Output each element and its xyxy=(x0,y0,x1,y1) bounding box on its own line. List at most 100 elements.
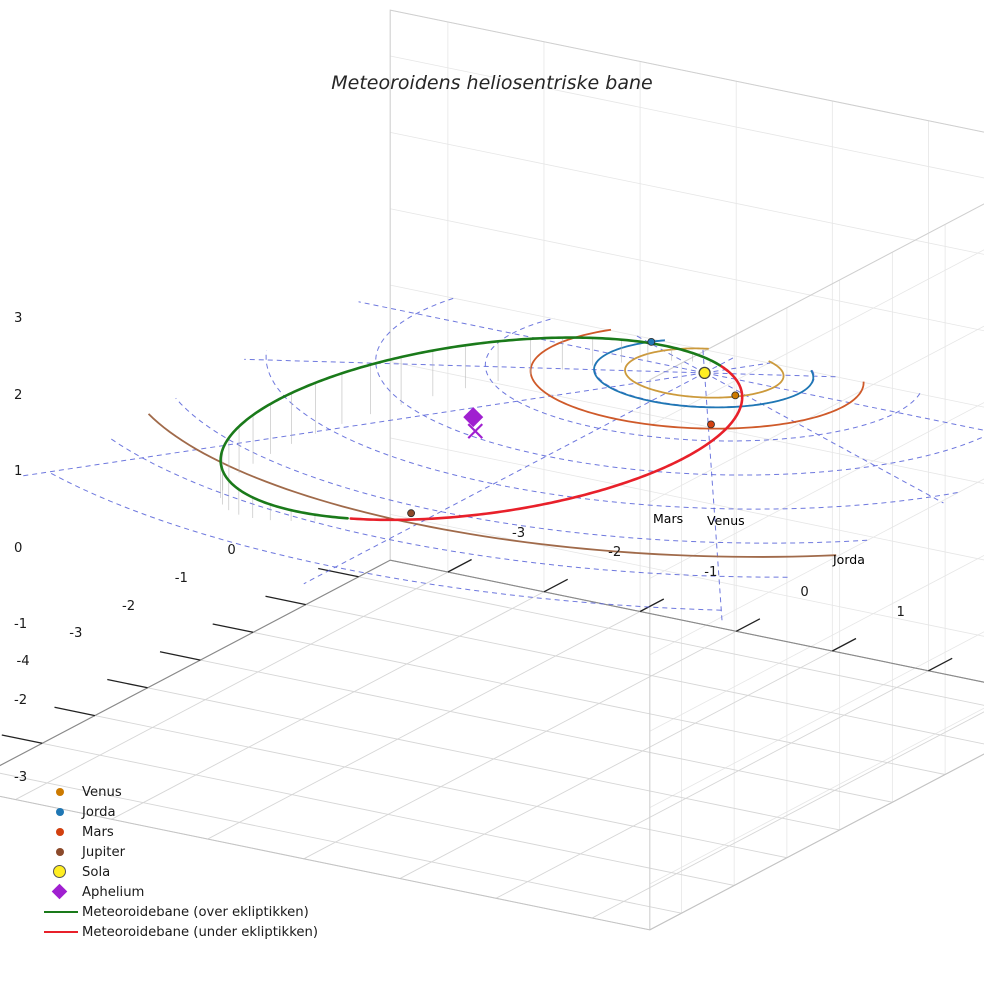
wall-grid-line xyxy=(390,55,984,179)
x-axis-spine xyxy=(0,559,391,767)
y-tick-mark xyxy=(928,657,953,672)
legend-marker-dot-icon xyxy=(38,842,82,862)
legend-marker-diamond-icon xyxy=(38,882,82,902)
floor-grid-line xyxy=(207,611,641,840)
wall-grid-line xyxy=(649,707,984,885)
floor-grid-line xyxy=(390,559,984,683)
body-marker-aphelium xyxy=(463,407,484,428)
legend-label: Sola xyxy=(82,864,111,880)
legend-marker-dot-icon xyxy=(38,822,82,842)
polar-grid-spoke-5 xyxy=(704,372,723,621)
orbit-mars xyxy=(529,328,865,430)
legend-marker-bigdot-icon xyxy=(38,862,82,882)
z-tick-label-2: 1 xyxy=(14,464,23,480)
y-tick-mark xyxy=(447,558,472,573)
wall-grid-line xyxy=(649,249,984,427)
legend-item-jorda[interactable]: Jorda xyxy=(38,802,318,822)
legend-item-meteoroidebane[interactable]: Meteoroidebane (over ekliptikken) xyxy=(38,902,318,922)
legend-item-jupiter[interactable]: Jupiter xyxy=(38,842,318,862)
y-tick-label-0: -3 xyxy=(512,525,526,541)
x-tick-label-6: -1 xyxy=(174,570,188,586)
wall-grid-line xyxy=(649,203,984,381)
floor-grid-line xyxy=(591,711,984,919)
polar-grid-spoke-6 xyxy=(303,372,705,585)
orbit-jorda xyxy=(593,339,815,409)
floor-grid-line xyxy=(495,670,929,899)
polar-grid-circle-r4 xyxy=(265,350,958,510)
polar-grid-circle-r2 xyxy=(484,317,921,442)
body-label-mars: Mars xyxy=(653,511,684,526)
wall-grid-line xyxy=(390,208,984,332)
floor-grid-line xyxy=(399,650,833,879)
polar-grid-circle-r3 xyxy=(375,297,984,476)
polar-grid-spoke-1 xyxy=(704,362,771,374)
legend-item-mars[interactable]: Mars xyxy=(38,822,318,842)
wall-grid-line xyxy=(390,131,984,255)
body-marker-jorda xyxy=(647,337,656,346)
x-tick-mark xyxy=(318,567,359,578)
z-tick-label-0: 3 xyxy=(14,311,23,327)
x-tick-mark xyxy=(54,706,96,717)
floor-grid-line xyxy=(0,559,391,767)
polar-grid-spoke-2 xyxy=(704,372,837,378)
x-tick-mark xyxy=(159,651,201,661)
y-tick-mark xyxy=(735,618,761,632)
legend-marker-dot-icon xyxy=(38,802,82,822)
chart-title: Meteoroidens heliosentriske bane xyxy=(331,72,653,94)
floor-grid-line xyxy=(15,571,449,800)
polar-grid-circle-r5 xyxy=(175,397,868,544)
polar-grid-circle-r6 xyxy=(109,437,788,578)
wall-grid-line xyxy=(649,402,984,579)
pane-outline-right xyxy=(389,9,984,683)
pane-outline-left xyxy=(649,203,984,931)
meteoroid-orbit-under-ecliptic xyxy=(719,364,726,370)
floor-grid-line xyxy=(305,604,984,745)
legend-marker-line-icon xyxy=(38,922,82,942)
meteoroid-orbit-over-ecliptic xyxy=(219,336,722,520)
x-tick-mark xyxy=(212,623,254,633)
wall-grid-line xyxy=(649,478,984,656)
y-tick-label-2: -1 xyxy=(704,565,718,581)
body-marker-mars xyxy=(707,420,715,429)
z-tick-label-3: 0 xyxy=(14,540,23,556)
polar-grid-spoke-4 xyxy=(704,372,944,504)
body-marker-jupiter xyxy=(407,509,416,518)
legend-label: Jorda xyxy=(82,804,116,820)
x-tick-label-3: -4 xyxy=(16,654,30,670)
y-tick-mark xyxy=(831,637,857,652)
wall-grid-line xyxy=(390,513,984,637)
wall-grid-line xyxy=(390,437,984,561)
wall-grid-line xyxy=(649,753,984,931)
legend-label: Venus xyxy=(82,784,122,800)
orbit-venus xyxy=(624,347,785,399)
legend-label: Mars xyxy=(82,824,114,840)
legend-label: Meteoroidebane (under ekliptikken) xyxy=(82,924,318,940)
legend-item-meteoroidebane[interactable]: Meteoroidebane (under ekliptikken) xyxy=(38,922,318,942)
aphelium-cross-icon xyxy=(467,423,484,439)
x-tick-mark xyxy=(265,595,306,606)
legend-item-venus[interactable]: Venus xyxy=(38,782,318,802)
z-tick-label-4: -1 xyxy=(14,617,28,632)
legend-label: Jupiter xyxy=(82,844,125,860)
body-marker-venus xyxy=(731,391,740,400)
y-tick-mark xyxy=(639,598,665,613)
y-tick-label-1: -2 xyxy=(608,545,622,561)
wall-grid-line xyxy=(649,631,984,808)
body-label-jorda: Jorda xyxy=(833,552,865,567)
body-marker-sola xyxy=(698,366,711,380)
wall-grid-line xyxy=(649,325,984,503)
legend-label: Meteoroidebane (over ekliptikken) xyxy=(82,904,309,920)
x-tick-mark xyxy=(107,678,148,689)
wall-grid-line xyxy=(390,361,984,484)
legend-marker-dot-icon xyxy=(38,782,82,802)
wall-grid-line xyxy=(390,284,984,408)
z-tick-label-5: -2 xyxy=(14,693,28,709)
wall-grid-line xyxy=(390,559,984,683)
legend-marker-line-icon xyxy=(38,902,82,922)
y-axis-spine xyxy=(390,559,984,683)
legend-item-aphelium[interactable]: Aphelium xyxy=(38,882,318,902)
legend-item-sola[interactable]: Sola xyxy=(38,862,318,882)
y-tick-label-4: 1 xyxy=(896,604,905,620)
